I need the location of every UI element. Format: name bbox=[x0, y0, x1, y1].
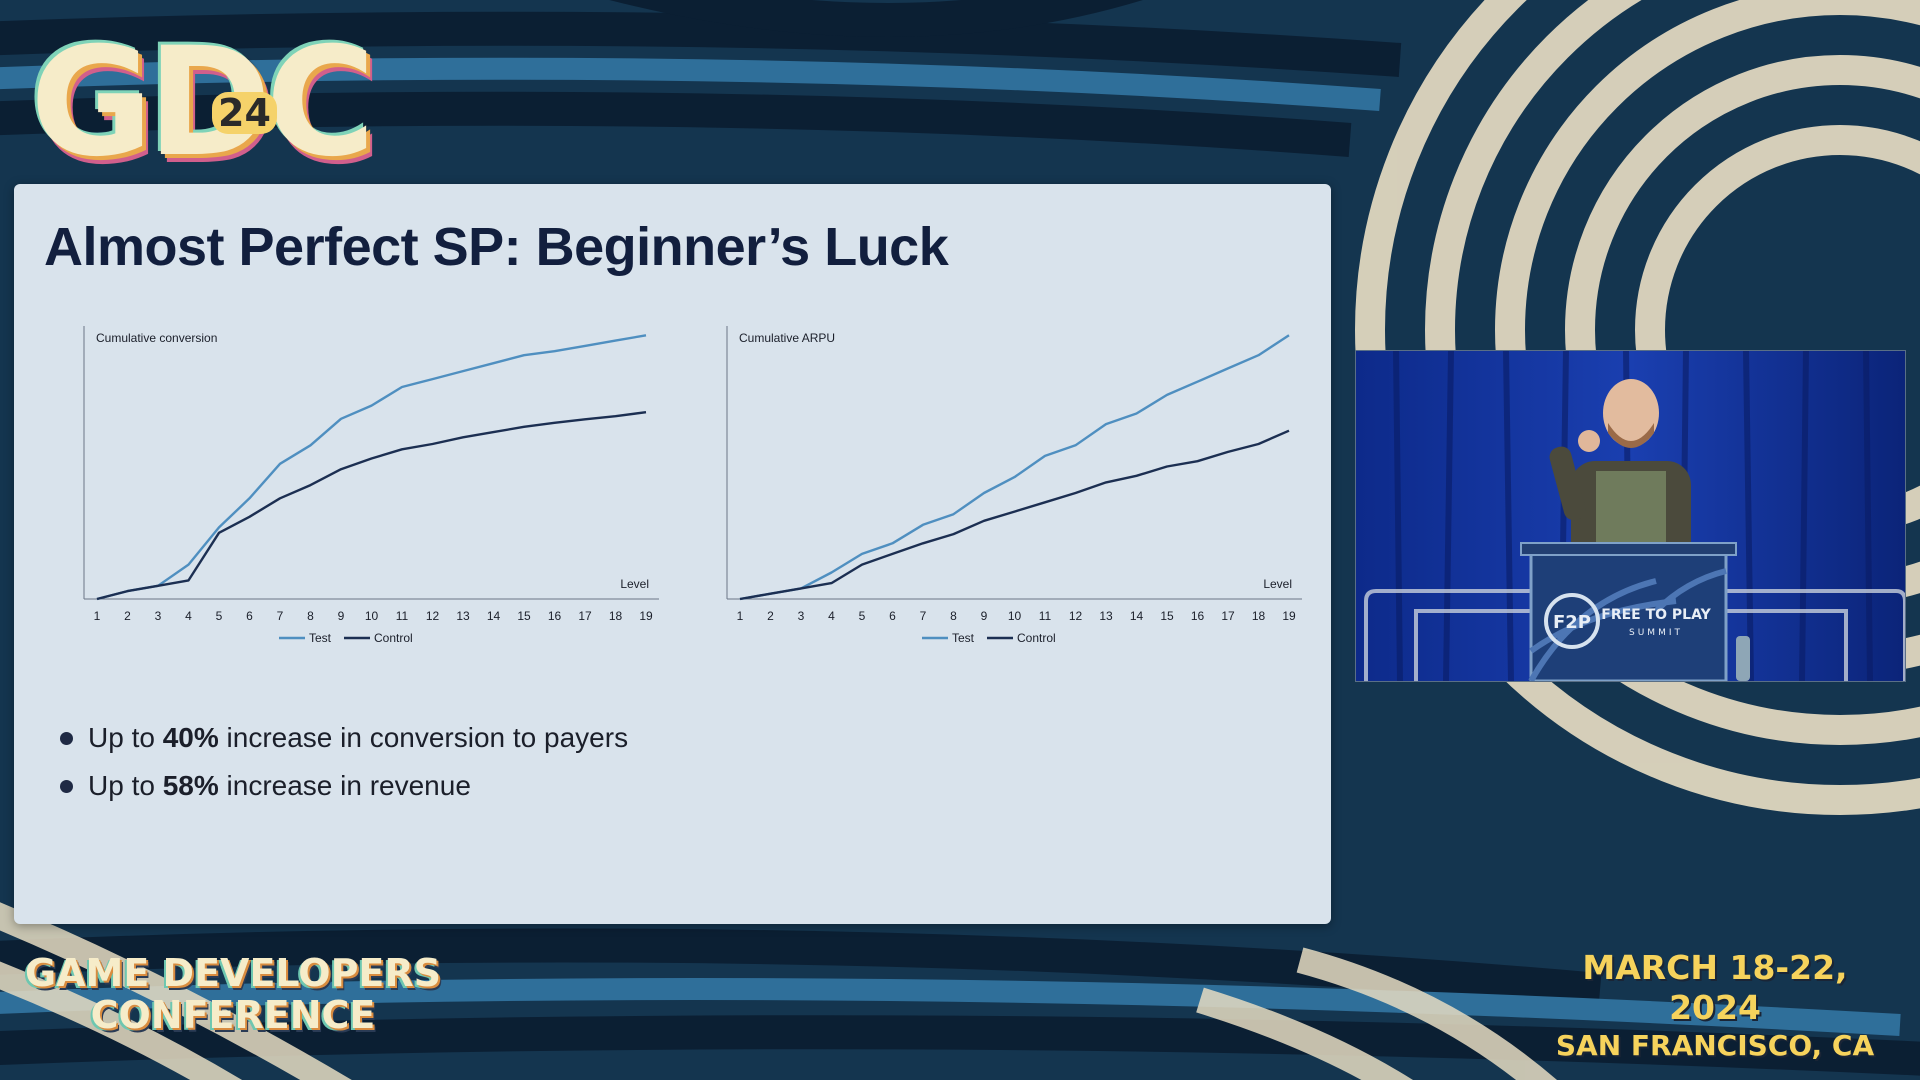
x-tick-label: 9 bbox=[338, 609, 345, 623]
podium-title: FREE TO PLAY bbox=[1601, 607, 1711, 623]
wordmark-line-1: GAME DEVELOPERS bbox=[24, 951, 442, 995]
legend-label-control: Control bbox=[374, 631, 413, 645]
gdc-logo: GDC 24 bbox=[30, 28, 390, 178]
series-line-test bbox=[739, 334, 1290, 601]
bullet-highlight: 58% bbox=[162, 770, 219, 801]
x-tick-label: 2 bbox=[767, 609, 774, 623]
bullet-suffix: increase in revenue bbox=[218, 770, 471, 801]
x-tick-label: 19 bbox=[639, 609, 653, 623]
event-location: SAN FRANCISCO, CA bbox=[1555, 1029, 1875, 1062]
bullet-item: Up to 40% increase in conversion to paye… bbox=[48, 714, 628, 762]
legend-label-test: Test bbox=[309, 631, 332, 645]
series-line-test bbox=[96, 334, 647, 601]
presentation-slide: Almost Perfect SP: Beginner’s Luck Cumul… bbox=[14, 184, 1331, 924]
bullet-dot bbox=[60, 780, 73, 793]
x-tick-label: 13 bbox=[456, 609, 470, 623]
wordmark-line-2: CONFERENCE bbox=[90, 993, 376, 1037]
podium-logo-text: F2P bbox=[1553, 612, 1591, 633]
x-tick-label: 3 bbox=[798, 609, 805, 623]
x-tick-label: 9 bbox=[981, 609, 988, 623]
x-tick-label: 18 bbox=[1252, 609, 1266, 623]
bullet-prefix: Up to bbox=[88, 722, 163, 753]
x-tick-label: 7 bbox=[277, 609, 284, 623]
x-tick-label: 4 bbox=[828, 609, 835, 623]
x-tick-label: 5 bbox=[216, 609, 223, 623]
legend-label-test: Test bbox=[952, 631, 975, 645]
x-tick-label: 10 bbox=[1008, 609, 1022, 623]
bullet-prefix: Up to bbox=[88, 770, 163, 801]
gdc-logo-letters: GDC bbox=[30, 16, 376, 190]
x-axis-label: Level bbox=[620, 577, 649, 591]
gdc-wordmark: GAME DEVELOPERS CONFERENCE bbox=[18, 952, 448, 1036]
x-tick-label: 16 bbox=[1191, 609, 1205, 623]
water-bottle bbox=[1736, 636, 1750, 681]
series-line-control bbox=[96, 411, 647, 601]
chart-title: Cumulative ARPU bbox=[739, 331, 835, 345]
event-info: MARCH 18-22, 2024 SAN FRANCISCO, CA bbox=[1540, 948, 1890, 1064]
chart-cumulative-arpu: Cumulative ARPU Level 1 2 3 4 5 6 7 8 9 10 11 12 13 14 1… bbox=[707, 316, 1317, 676]
speaker-video: F2P FREE TO PLAY SUMMIT bbox=[1355, 350, 1906, 682]
legend-label-control: Control bbox=[1017, 631, 1056, 645]
x-tick-label: 11 bbox=[396, 609, 409, 623]
x-tick-label: 8 bbox=[307, 609, 314, 623]
podium-subtitle: SUMMIT bbox=[1629, 628, 1683, 638]
x-tick-label: 13 bbox=[1099, 609, 1113, 623]
x-tick-label: 1 bbox=[94, 609, 101, 623]
x-tick-label: 4 bbox=[185, 609, 192, 623]
x-tick-label: 10 bbox=[365, 609, 379, 623]
bullet-dot bbox=[60, 732, 73, 745]
podium: F2P FREE TO PLAY SUMMIT bbox=[1520, 542, 1737, 681]
x-tick-label: 14 bbox=[1130, 609, 1144, 623]
x-tick-label: 12 bbox=[426, 609, 440, 623]
x-tick-label: 8 bbox=[950, 609, 957, 623]
x-tick-label: 12 bbox=[1069, 609, 1083, 623]
x-tick-label: 19 bbox=[1282, 609, 1296, 623]
bullet-item: Up to 58% increase in revenue bbox=[48, 762, 628, 810]
podium-logo-icon bbox=[1544, 593, 1600, 649]
x-tick-label: 18 bbox=[609, 609, 623, 623]
bullet-highlight: 40% bbox=[162, 722, 219, 753]
event-dates: MARCH 18-22, 2024 bbox=[1582, 948, 1848, 1027]
x-tick-label: 14 bbox=[487, 609, 501, 623]
x-tick-label: 7 bbox=[920, 609, 927, 623]
series-line-control bbox=[739, 429, 1290, 601]
speaker-video-frame: F2P FREE TO PLAY SUMMIT bbox=[1356, 351, 1905, 681]
x-tick-label: 16 bbox=[548, 609, 562, 623]
bullet-suffix: increase in conversion to payers bbox=[218, 722, 629, 753]
x-tick-label: 5 bbox=[859, 609, 866, 623]
gdc-logo-year: 24 bbox=[212, 92, 277, 134]
x-tick-label: 3 bbox=[155, 609, 162, 623]
x-tick-label: 15 bbox=[1160, 609, 1174, 623]
x-tick-label: 6 bbox=[246, 609, 253, 623]
x-tick-label: 1 bbox=[737, 609, 744, 623]
x-tick-label: 11 bbox=[1039, 609, 1052, 623]
x-tick-label: 15 bbox=[517, 609, 531, 623]
x-tick-label: 2 bbox=[124, 609, 131, 623]
x-tick-label: 6 bbox=[889, 609, 896, 623]
chart-title: Cumulative conversion bbox=[96, 331, 217, 345]
x-axis-label: Level bbox=[1263, 577, 1292, 591]
x-tick-label: 17 bbox=[578, 609, 592, 623]
x-tick-label: 17 bbox=[1221, 609, 1235, 623]
chart-cumulative-conversion: Cumulative conversion Level 1 2 3 4 5 6 7 8 9 10 11 1… bbox=[64, 316, 674, 676]
slide-title: Almost Perfect SP: Beginner’s Luck bbox=[44, 217, 949, 277]
bullet-list: Up to 40% increase in conversion to paye… bbox=[48, 714, 628, 810]
